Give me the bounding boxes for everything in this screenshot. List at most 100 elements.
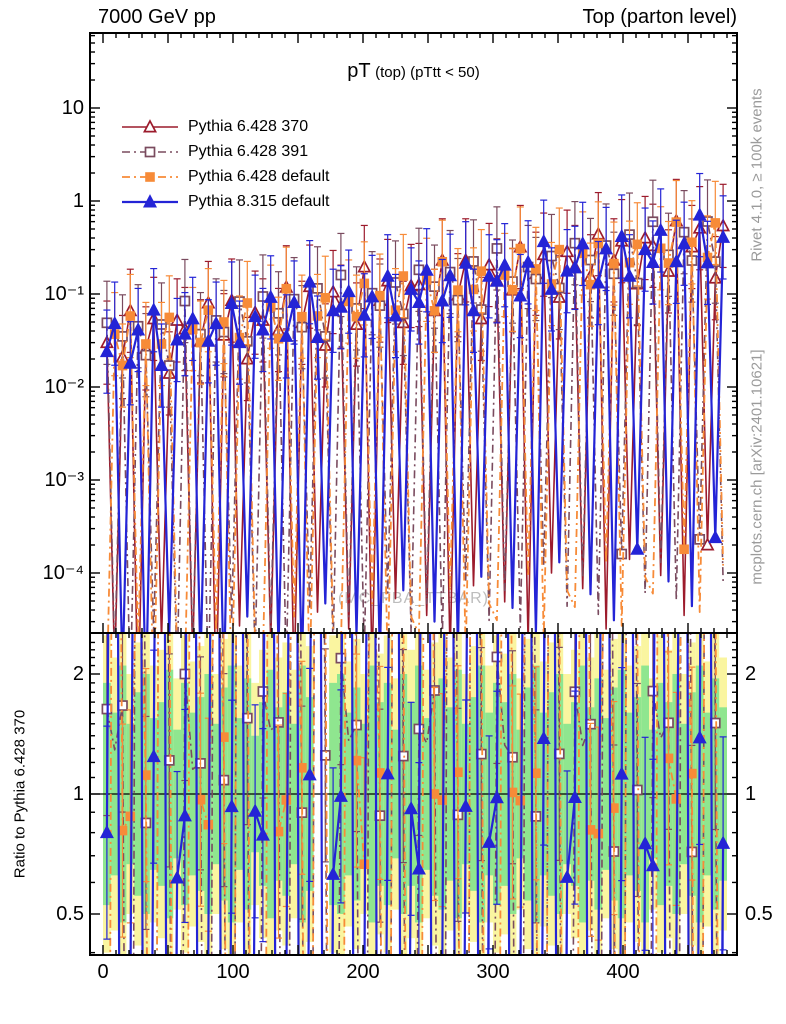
triangle-filled-marker [185, 311, 200, 325]
triangle-filled-marker [310, 329, 325, 344]
triangle-filled-marker [248, 803, 263, 817]
square-filled-marker [117, 825, 128, 836]
series-line [107, 221, 724, 633]
triangle-filled-marker [489, 789, 504, 804]
triangle-filled-marker [224, 295, 239, 309]
square-filled-marker [297, 763, 307, 773]
square-filled-marker [687, 237, 697, 248]
square-filled-marker [242, 298, 253, 308]
square-filled-marker [632, 239, 643, 250]
square-open-marker [694, 534, 706, 545]
triangle-filled-marker [716, 229, 731, 243]
triangle-filled-marker [154, 357, 169, 372]
triangle-filled-marker [692, 730, 707, 744]
ratio-panel-series [99, 633, 731, 955]
triangle-filled-marker [388, 308, 403, 322]
square-filled-marker [585, 279, 596, 290]
triangle-filled-marker [630, 541, 645, 555]
triangle-filled-marker [692, 207, 707, 221]
triangle-filled-marker [708, 529, 723, 544]
triangle-filled-marker [513, 288, 528, 302]
triangle-filled-marker [170, 870, 185, 884]
ratio-tick-label-right: 0.5 [745, 903, 773, 925]
triangle-filled-marker [536, 730, 551, 745]
legend: Pythia 6.428 370 Pythia 6.428 391 Pythia… [120, 114, 329, 214]
x-axis-tick-label: 200 [346, 961, 380, 983]
triangle-filled-marker [677, 235, 692, 250]
triangle-filled-marker [645, 857, 660, 872]
triangle-filled-marker [614, 228, 629, 242]
legend-item-pythia-6428-default: Pythia 6.428 default [120, 164, 329, 189]
triangle-filled-marker [146, 302, 161, 316]
triangle-filled-marker [567, 260, 582, 274]
square-filled-marker [273, 333, 284, 344]
square-filled-marker [117, 360, 128, 371]
square-filled-marker [125, 311, 136, 321]
triangle-filled-marker [599, 241, 614, 255]
ratio-tick-label-left: 0.5 [56, 903, 84, 925]
square-filled-marker [609, 258, 619, 269]
triangle-filled-marker [645, 254, 660, 268]
y-axis-tick-label: 10⁻² [44, 376, 84, 398]
legend-item-pythia-6428-370: Pythia 6.428 370 [120, 114, 329, 139]
square-filled-marker [663, 258, 674, 268]
triangle-filled-marker [567, 789, 582, 804]
square-filled-marker [164, 312, 175, 323]
triangle-filled-marker [614, 766, 629, 780]
triangle-filled-marker [497, 257, 512, 271]
triangle-filled-marker [177, 808, 192, 822]
plot-title-sub: (top) (pTtt < 50) [375, 64, 480, 81]
triangle-filled-marker [489, 273, 504, 287]
triangle-filled-marker [482, 268, 497, 282]
triangle-filled-marker [435, 293, 450, 307]
triangle-filled-marker [560, 869, 575, 883]
ratio-tick-label-right: 2 [745, 663, 757, 685]
square-filled-marker [663, 753, 674, 764]
triangle-filled-marker [177, 326, 192, 340]
y-axis-tick-label: 10⁻¹ [44, 283, 84, 305]
y-axis-tick-label: 10⁻³ [44, 469, 84, 491]
ratio-tick-label-left: 1 [72, 783, 84, 805]
square-filled-marker [195, 794, 206, 805]
plot-title: pT (top) (pTtt < 50) [90, 60, 737, 83]
triangle-filled-marker [419, 262, 434, 276]
legend-label: Pythia 6.428 370 [188, 117, 309, 135]
legend-swatch-icon [122, 171, 178, 182]
square-filled-marker [429, 305, 440, 316]
triangle-filled-marker [224, 798, 239, 813]
square-filled-marker [531, 768, 541, 779]
triangle-filled-marker [536, 233, 551, 248]
square-filled-marker [679, 544, 689, 555]
mcplots-arxiv-note: mcplots.cern.ch [arXiv:2401.10621] [748, 349, 766, 585]
triangle-filled-marker [411, 861, 426, 875]
square-filled-marker [141, 339, 151, 349]
triangle-filled-marker [146, 748, 161, 763]
beam-energy-label: 7000 GeV pp [98, 6, 216, 28]
ratio-tick-label-right: 1 [745, 783, 757, 805]
triangle-filled-marker [107, 315, 122, 330]
square-filled-marker [145, 171, 155, 182]
square-filled-marker [219, 317, 229, 327]
triangle-filled-marker [131, 322, 146, 336]
triangle-filled-marker [209, 315, 224, 330]
main-panel-series [99, 172, 731, 633]
triangle-filled-marker [458, 255, 473, 269]
triangle-filled-marker [326, 866, 341, 880]
square-filled-marker [125, 811, 136, 822]
square-filled-marker [273, 826, 284, 837]
triangle-filled-marker [302, 274, 317, 288]
triangle-filled-marker [638, 835, 653, 850]
triangle-filled-marker [669, 253, 684, 268]
square-filled-marker [453, 285, 463, 295]
square-filled-marker [507, 284, 518, 295]
triangle-filled-marker [380, 766, 395, 780]
square-filled-marker [429, 789, 440, 799]
legend-item-pythia-6428-391: Pythia 6.428 391 [120, 139, 329, 164]
series-ratio-line [105, 633, 725, 955]
square-filled-marker [398, 271, 409, 281]
x-axis-tick-label: 0 [97, 961, 109, 983]
triangle-filled-marker [123, 355, 138, 369]
triangle-filled-marker [591, 275, 606, 289]
